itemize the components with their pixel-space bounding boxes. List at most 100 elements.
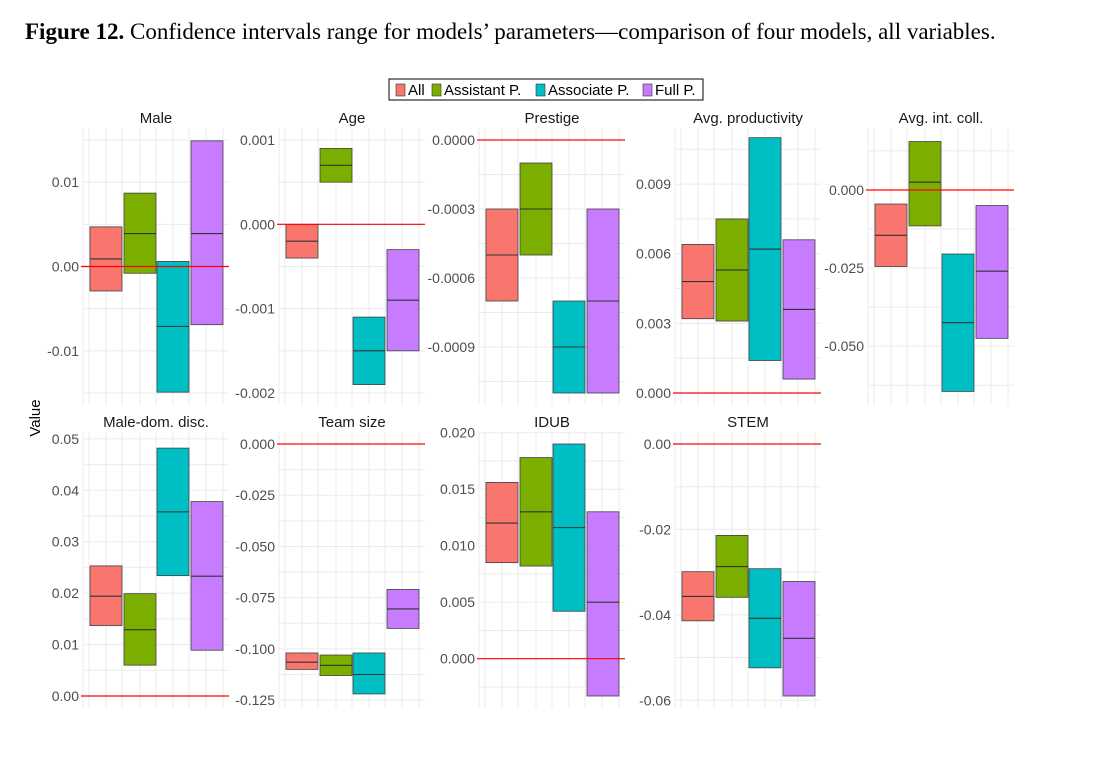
box-associate-p	[552, 300, 586, 394]
panel-title: STEM	[727, 414, 769, 431]
y-tick-label: 0.00	[52, 259, 79, 275]
box-assistant-p	[319, 654, 353, 676]
legend-label-full-p: Full P.	[655, 82, 696, 99]
legend-item-all: All	[395, 82, 425, 99]
box-full-p	[386, 589, 420, 629]
panel-team-size: Team size 0.000 -0.025 -0.050 -0.075 -0.100 -0…	[235, 414, 425, 708]
box-all	[485, 208, 519, 302]
legend-frame	[388, 78, 704, 101]
panel-avg-productivity: Avg. productivity 0.009 0.006 0.003 0.000	[636, 110, 821, 405]
y-tick-label: 0.01	[52, 174, 79, 190]
y-tick-label: 0.03	[52, 534, 79, 550]
box-associate-p	[156, 447, 190, 577]
y-tick-label: -0.0003	[428, 201, 476, 217]
y-tick-label: -0.025	[235, 487, 275, 503]
box-range-all	[285, 652, 319, 670]
y-tick-label: 0.001	[240, 132, 275, 148]
y-tick-label: -0.075	[235, 590, 275, 606]
box-associate-p	[156, 261, 190, 393]
panel-male: Male 0.01 0.00 -0.01	[47, 110, 229, 405]
box-all	[89, 565, 123, 626]
panel-title: IDUB	[534, 414, 570, 431]
box-full-p	[782, 581, 816, 697]
y-tick-label: 0.000	[829, 182, 864, 198]
box-all	[681, 244, 715, 320]
box-all	[285, 652, 319, 670]
figure-caption: Figure 12. Confidence intervals range fo…	[25, 18, 1075, 45]
y-tick-label: 0.00	[52, 688, 79, 704]
box-assistant-p	[908, 141, 942, 227]
y-tick-label: 0.009	[636, 176, 671, 192]
panel-title: Avg. productivity	[693, 110, 803, 127]
y-tick-label: 0.003	[636, 315, 671, 331]
box-full-p	[386, 249, 420, 352]
y-tick-label: -0.02	[639, 521, 671, 537]
panel-stem: STEM 0.00 -0.02 -0.04 -0.06	[639, 414, 821, 708]
y-tick-label: 0.006	[636, 246, 671, 262]
box-associate-p	[552, 443, 586, 612]
panel-title: Prestige	[524, 110, 579, 127]
box-assistant-p	[123, 593, 157, 666]
box-assistant-p	[715, 218, 749, 322]
legend-item-assistant-p: Assistant P.	[431, 82, 521, 99]
y-tick-label: -0.050	[235, 538, 275, 554]
box-all	[681, 571, 715, 622]
box-full-p	[190, 140, 224, 326]
panel-idub: IDUB 0.020 0.015 0.010 0.005 0.000	[440, 414, 625, 708]
y-tick-label: 0.00	[644, 436, 671, 452]
box-assistant-p	[715, 535, 749, 598]
box-assistant-p	[319, 148, 353, 183]
box-full-p	[586, 208, 620, 394]
y-tick-label: -0.025	[824, 260, 864, 276]
y-tick-label: 0.000	[240, 436, 275, 452]
y-tick-label: -0.001	[235, 301, 275, 317]
y-tick-label: 0.010	[440, 538, 475, 554]
y-tick-label: 0.000	[636, 385, 671, 401]
box-associate-p	[352, 316, 386, 385]
panels: Male 0.01 0.00 -0.01 Age 0.001 0.000 -0.001 -0.0…	[47, 110, 1014, 708]
y-tick-label: -0.0006	[428, 270, 476, 286]
y-tick-label: -0.125	[235, 692, 275, 708]
box-range-all	[485, 482, 519, 564]
y-tick-label: -0.002	[235, 385, 275, 401]
panel-male-dom-disc: Male-dom. disc. 0.05 0.04 0.03 0.02 0.01 0.00	[52, 414, 229, 708]
y-tick-label: 0.04	[52, 482, 79, 498]
legend-swatch-assistant-p	[431, 83, 442, 97]
box-range-full-p	[586, 511, 620, 697]
box-full-p	[190, 501, 224, 651]
box-associate-p	[748, 137, 782, 361]
box-range-assistant-p	[908, 141, 942, 227]
y-axis-label: Value	[27, 399, 44, 436]
y-tick-label: -0.04	[639, 607, 671, 623]
y-tick-label: 0.05	[52, 431, 79, 447]
y-tick-label: 0.02	[52, 585, 79, 601]
legend: All Assistant P. Associate P. Full P.	[388, 78, 704, 101]
panel-prestige: Prestige 0.0000 -0.0003 -0.0006 -0.0009	[428, 110, 625, 405]
legend-swatch-all	[395, 83, 406, 97]
panel-title: Male	[140, 110, 173, 127]
figure-caption-text: Confidence intervals range for models’ p…	[129, 19, 996, 44]
panel-title: Age	[339, 110, 366, 127]
y-tick-label: 0.000	[240, 216, 275, 232]
y-tick-label: -0.01	[47, 343, 79, 359]
box-all	[285, 223, 319, 259]
y-tick-label: -0.050	[824, 338, 864, 354]
y-tick-label: 0.005	[440, 594, 475, 610]
box-assistant-p	[123, 192, 157, 274]
box-range-full-p	[190, 140, 224, 326]
y-tick-label: 0.020	[440, 425, 475, 441]
box-all	[89, 226, 123, 292]
box-all	[874, 203, 908, 267]
panel-title: Male-dom. disc.	[103, 414, 209, 431]
y-tick-label: 0.0000	[432, 132, 475, 148]
box-associate-p	[941, 253, 975, 392]
box-full-p	[782, 239, 816, 380]
panel-title: Team size	[318, 414, 386, 431]
box-all	[485, 482, 519, 564]
legend-swatch-associate-p	[535, 83, 546, 97]
y-tick-label: 0.01	[52, 637, 79, 653]
box-range-associate-p	[352, 652, 386, 695]
y-tick-label: -0.0009	[428, 339, 476, 355]
box-associate-p	[352, 652, 386, 695]
